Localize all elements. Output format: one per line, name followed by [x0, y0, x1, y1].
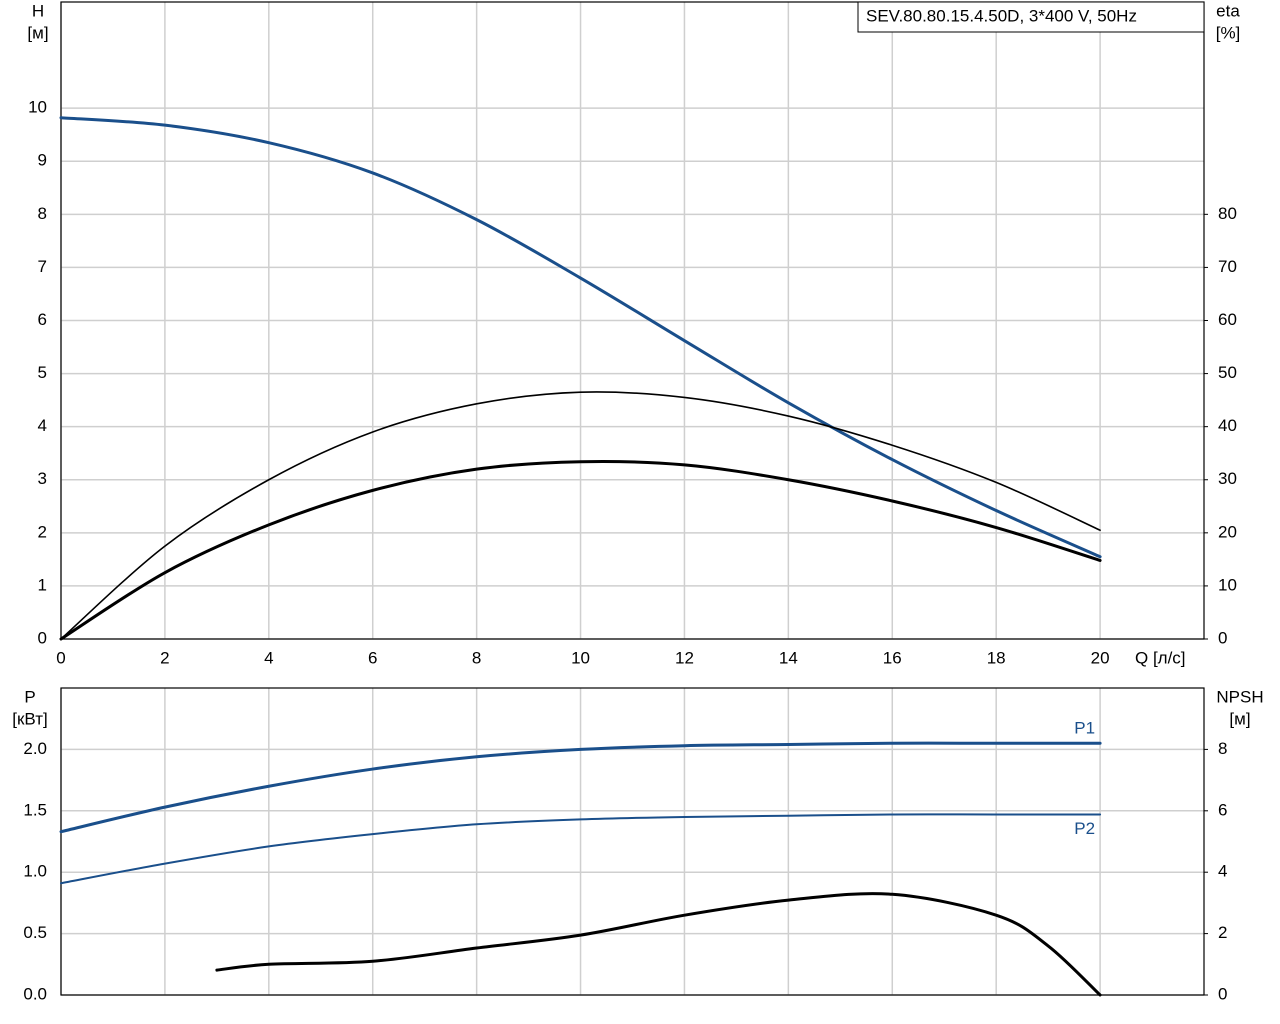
series-line	[59, 116, 1102, 559]
y-tick-label: 4	[38, 416, 47, 435]
x-axis-label: Q [л/с]	[1135, 648, 1186, 667]
y2-tick-label: 80	[1218, 204, 1237, 223]
y-tick-label: 1.5	[23, 800, 47, 819]
y-tick-label: 3	[38, 469, 47, 488]
series-line	[59, 459, 1102, 641]
series-line	[60, 391, 1101, 640]
y2-tick-label: 10	[1218, 575, 1237, 594]
x-tick-label: 10	[571, 648, 590, 667]
chart-title: SEV.80.80.15.4.50D, 3*400 V, 50Hz	[866, 6, 1137, 25]
x-tick-label: 16	[883, 648, 902, 667]
series-label: P2	[1074, 819, 1095, 838]
y-tick-label: 6	[38, 310, 47, 329]
y-tick-label: 2.0	[23, 739, 47, 758]
y-tick-label: 7	[38, 257, 47, 276]
y2-tick-label: 60	[1218, 310, 1237, 329]
y-tick-label: 1.0	[23, 862, 47, 881]
series-line	[60, 813, 1102, 885]
y2-tick-label: 50	[1218, 363, 1237, 382]
x-tick-label: 6	[368, 648, 377, 667]
x-tick-label: 8	[472, 648, 481, 667]
y-tick-label: 0.0	[23, 984, 47, 1003]
series-line	[215, 892, 1102, 997]
y2-tick-label: 20	[1218, 522, 1237, 541]
series-line	[59, 741, 1102, 834]
y-axis-label: H	[32, 1, 44, 20]
title-box	[857, 1, 1205, 33]
x-tick-label: 18	[987, 648, 1006, 667]
series-label: P1	[1074, 719, 1095, 738]
x-tick-label: 2	[160, 648, 169, 667]
y-axis-label: [м]	[27, 23, 48, 42]
y-tick-label: 0.5	[23, 923, 47, 942]
plot-frame	[60, 687, 1205, 996]
y2-axis-label: [м]	[1229, 709, 1250, 728]
y2-tick-label: 4	[1218, 862, 1227, 881]
y-tick-label: 0	[38, 628, 47, 647]
y-tick-label: 5	[38, 363, 47, 382]
x-tick-label: 12	[675, 648, 694, 667]
x-tick-label: 20	[1091, 648, 1110, 667]
y-tick-label: 9	[38, 151, 47, 170]
x-tick-label: 4	[264, 648, 273, 667]
x-tick-label: 14	[779, 648, 798, 667]
y-axis-label: P	[24, 687, 35, 706]
y2-tick-label: 40	[1218, 416, 1237, 435]
y-tick-label: 2	[38, 522, 47, 541]
x-tick-label: 0	[56, 648, 65, 667]
y2-axis-label: NPSH	[1216, 687, 1263, 706]
y2-tick-label: 30	[1218, 469, 1237, 488]
y2-tick-label: 70	[1218, 257, 1237, 276]
y2-axis-label: [%]	[1216, 23, 1241, 42]
y-tick-label: 10	[28, 98, 47, 117]
y-tick-label: 8	[38, 204, 47, 223]
y2-tick-label: 0	[1218, 628, 1227, 647]
y2-axis-label: eta	[1216, 1, 1240, 20]
y2-tick-label: 2	[1218, 923, 1227, 942]
y-axis-label: [кВт]	[12, 709, 47, 728]
y-tick-label: 1	[38, 575, 47, 594]
y2-tick-label: 6	[1218, 800, 1227, 819]
y2-tick-label: 0	[1218, 984, 1227, 1003]
y2-tick-label: 8	[1218, 739, 1227, 758]
